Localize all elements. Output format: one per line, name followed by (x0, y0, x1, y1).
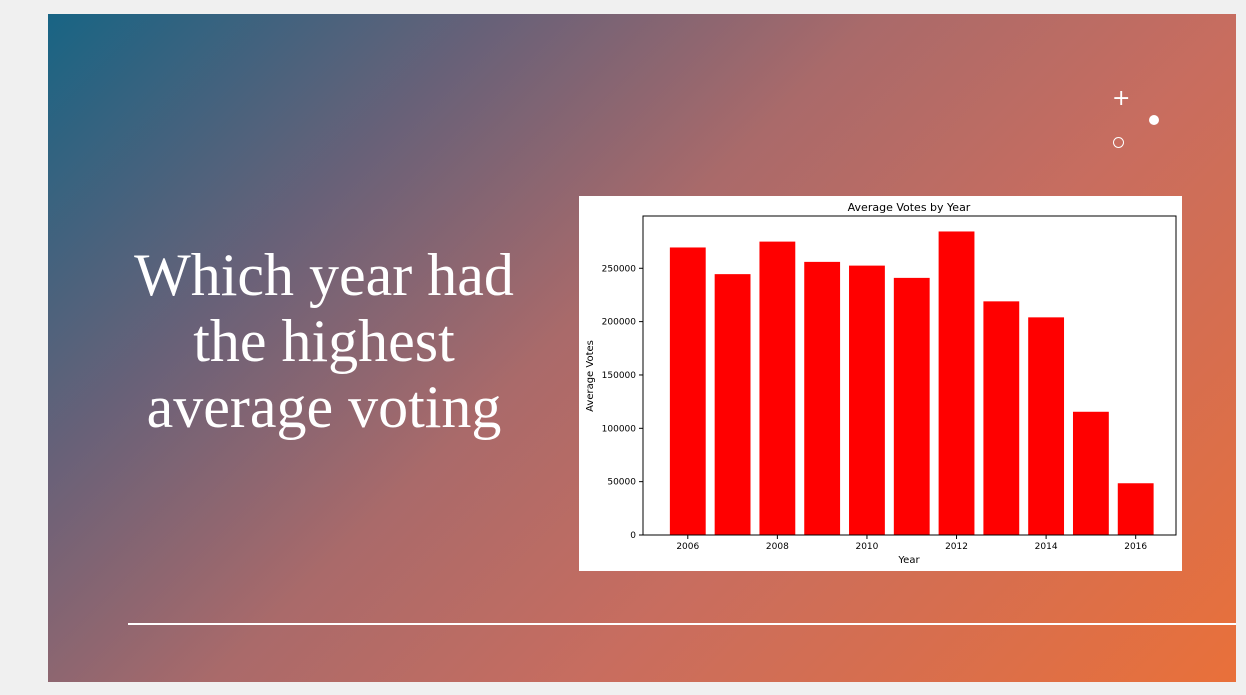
x-tick-label: 2014 (1035, 542, 1058, 552)
bar-2014 (1028, 317, 1065, 535)
bar-2009 (804, 261, 841, 535)
chart-title: Average Votes by Year (848, 201, 971, 214)
footer-divider (128, 623, 1236, 625)
bar-2012 (938, 231, 975, 535)
y-tick-label: 250000 (602, 264, 637, 274)
plot-frame (642, 215, 1177, 536)
bar-2015 (1072, 411, 1109, 535)
y-axis-label: Average Votes (585, 340, 596, 412)
y-tick-label: 0 (630, 531, 636, 541)
chart-image: Average Votes by Year 2006 2008 2010 2012 20… (579, 196, 1182, 571)
x-tick-label: 2006 (676, 542, 699, 552)
bar-2006 (669, 247, 706, 535)
plus-icon: + (1112, 86, 1131, 111)
dot-icon (1149, 115, 1159, 125)
circle-outline-icon (1113, 137, 1124, 148)
bar-chart: Average Votes by Year 2006 2008 2010 2012 20… (585, 201, 1177, 566)
bar-2013 (983, 301, 1020, 535)
x-tick-label: 2016 (1124, 542, 1147, 552)
slide-title: Which year had the highest average votin… (134, 242, 514, 440)
bar-2016 (1117, 483, 1154, 535)
x-tick-label: 2012 (945, 542, 968, 552)
x-axis-label: Year (897, 555, 920, 566)
x-tick-label: 2008 (766, 542, 789, 552)
bar-2011 (893, 277, 930, 535)
y-tick-label: 150000 (602, 371, 637, 381)
bar-2010 (849, 265, 885, 535)
bars (669, 231, 1154, 535)
y-tick-label: 50000 (607, 478, 636, 488)
slide: Which year had the highest average votin… (48, 14, 1236, 682)
y-tick-label: 100000 (602, 424, 637, 434)
bar-2008 (759, 241, 796, 535)
y-tick-label: 200000 (602, 318, 637, 328)
y-axis-ticks: 0 50000 100000 150000 200000 250000 (602, 264, 643, 541)
x-axis-ticks: 2006 2008 2010 2012 2014 2016 (676, 535, 1147, 552)
bar-2007 (714, 274, 751, 535)
x-tick-label: 2010 (855, 542, 878, 552)
